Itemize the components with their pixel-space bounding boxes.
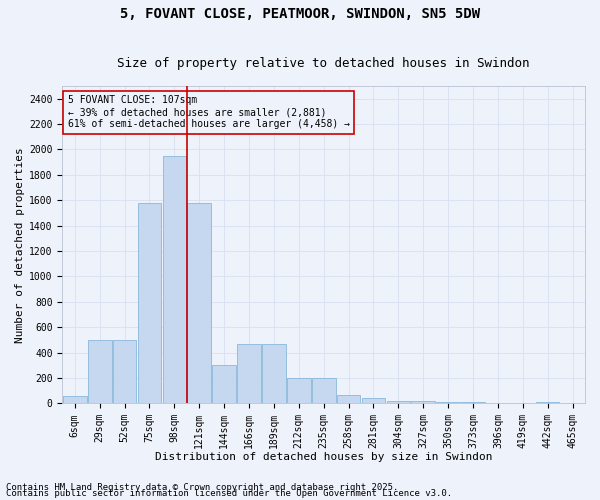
Bar xyxy=(412,402,435,404)
X-axis label: Distribution of detached houses by size in Swindon: Distribution of detached houses by size … xyxy=(155,452,493,462)
Bar xyxy=(63,396,86,404)
Bar xyxy=(561,402,584,404)
Text: Contains public sector information licensed under the Open Government Licence v3: Contains public sector information licen… xyxy=(6,490,452,498)
Bar xyxy=(262,344,286,404)
Bar xyxy=(436,402,460,404)
Bar xyxy=(337,395,361,404)
Bar xyxy=(287,378,311,404)
Bar xyxy=(386,401,410,404)
Y-axis label: Number of detached properties: Number of detached properties xyxy=(15,147,25,342)
Bar xyxy=(212,366,236,404)
Bar xyxy=(137,203,161,404)
Text: 5, FOVANT CLOSE, PEATMOOR, SWINDON, SN5 5DW: 5, FOVANT CLOSE, PEATMOOR, SWINDON, SN5 … xyxy=(120,8,480,22)
Bar xyxy=(163,156,186,404)
Bar xyxy=(362,398,385,404)
Bar xyxy=(312,378,335,404)
Text: Contains HM Land Registry data © Crown copyright and database right 2025.: Contains HM Land Registry data © Crown c… xyxy=(6,484,398,492)
Bar xyxy=(237,344,261,404)
Bar xyxy=(113,340,136,404)
Bar xyxy=(187,203,211,404)
Bar xyxy=(536,402,559,404)
Text: 5 FOVANT CLOSE: 107sqm
← 39% of detached houses are smaller (2,881)
61% of semi-: 5 FOVANT CLOSE: 107sqm ← 39% of detached… xyxy=(68,96,350,128)
Bar xyxy=(461,402,485,404)
Bar xyxy=(88,340,112,404)
Title: Size of property relative to detached houses in Swindon: Size of property relative to detached ho… xyxy=(118,56,530,70)
Bar xyxy=(486,402,510,404)
